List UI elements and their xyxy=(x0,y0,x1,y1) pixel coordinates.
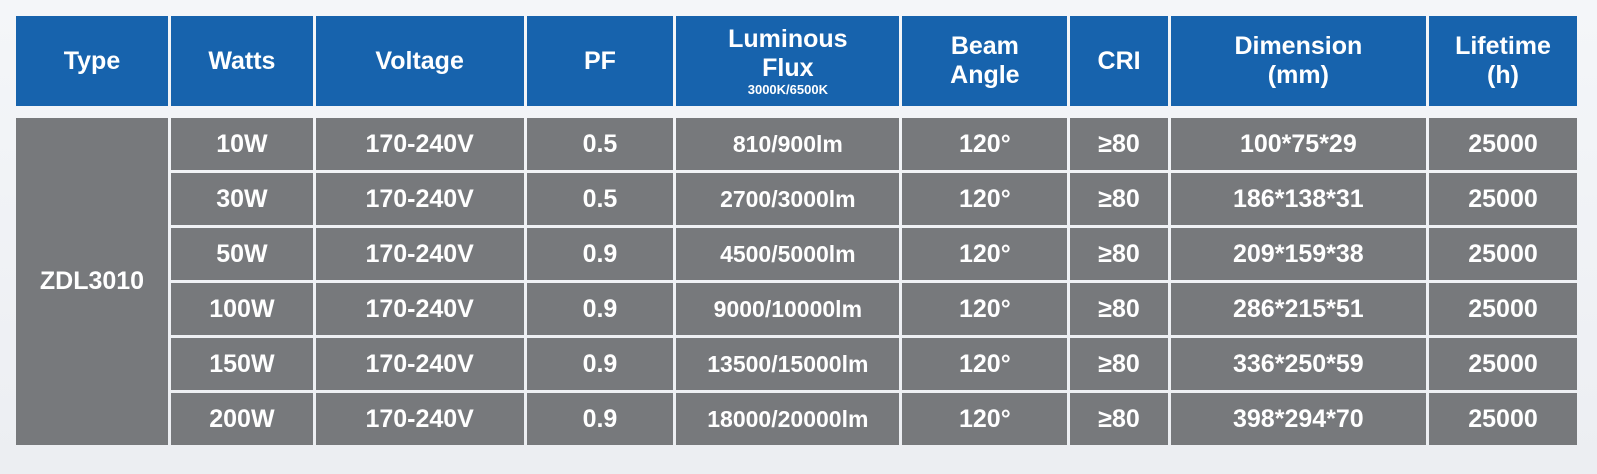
flux-cell: 4500/5000lm xyxy=(676,228,900,280)
header-beam-angle: Beam Angle xyxy=(902,16,1068,106)
pf-cell: 0.9 xyxy=(526,228,674,280)
header-dimension: Dimension (mm) xyxy=(1170,16,1427,106)
watts-cell: 150W xyxy=(170,338,313,390)
beam-cell: 120° xyxy=(902,118,1068,170)
voltage-cell: 170-240V xyxy=(315,283,524,335)
table-row: 30W 170-240V 0.5 2700/3000lm 120° ≥80 18… xyxy=(16,173,1577,225)
cri-cell: ≥80 xyxy=(1070,228,1168,280)
voltage-cell: 170-240V xyxy=(315,393,524,445)
header-type: Type xyxy=(16,16,168,106)
flux-cell: 810/900lm xyxy=(676,118,900,170)
cri-cell: ≥80 xyxy=(1070,393,1168,445)
header-pf: PF xyxy=(526,16,674,106)
cri-cell: ≥80 xyxy=(1070,118,1168,170)
flux-cell: 9000/10000lm xyxy=(676,283,900,335)
header-dim-line2: (mm) xyxy=(1267,61,1329,89)
flux-cell: 18000/20000lm xyxy=(676,393,900,445)
header-voltage: Voltage xyxy=(315,16,524,106)
pf-cell: 0.9 xyxy=(526,393,674,445)
lifetime-cell: 25000 xyxy=(1429,173,1577,225)
beam-cell: 120° xyxy=(902,338,1068,390)
voltage-cell: 170-240V xyxy=(315,338,524,390)
header-life-line1: Lifetime xyxy=(1455,32,1551,61)
dimension-cell: 186*138*31 xyxy=(1170,173,1427,225)
cri-cell: ≥80 xyxy=(1070,173,1168,225)
dimension-cell: 286*215*51 xyxy=(1170,283,1427,335)
dimension-cell: 398*294*70 xyxy=(1170,393,1427,445)
voltage-cell: 170-240V xyxy=(315,118,524,170)
lifetime-cell: 25000 xyxy=(1429,393,1577,445)
voltage-cell: 170-240V xyxy=(315,228,524,280)
header-beam-line2: Angle xyxy=(950,61,1020,89)
watts-cell: 10W xyxy=(170,118,313,170)
pf-cell: 0.9 xyxy=(526,338,674,390)
lifetime-cell: 25000 xyxy=(1429,338,1577,390)
header-flux-sub: 3000K/6500K xyxy=(747,81,828,97)
dimension-cell: 209*159*38 xyxy=(1170,228,1427,280)
table-body: ZDL3010 10W 170-240V 0.5 810/900lm 120° … xyxy=(16,118,1577,445)
lifetime-cell: 25000 xyxy=(1429,283,1577,335)
spec-table-container: Type Watts Voltage PF Luminous Flux 3000… xyxy=(13,13,1580,463)
table-row: ZDL3010 10W 170-240V 0.5 810/900lm 120° … xyxy=(16,118,1577,445)
lifetime-cell: 25000 xyxy=(1429,118,1577,170)
cri-cell: ≥80 xyxy=(1070,338,1168,390)
beam-cell: 120° xyxy=(902,393,1068,445)
dimension-cell: 100*75*29 xyxy=(1170,118,1427,170)
flux-cell: 2700/3000lm xyxy=(676,173,900,225)
header-life-line2: (h) xyxy=(1487,61,1519,89)
header-row: Type Watts Voltage PF Luminous Flux 3000… xyxy=(16,16,1577,106)
watts-cell: 100W xyxy=(170,283,313,335)
flux-cell: 13500/15000lm xyxy=(676,338,900,390)
header-cri: CRI xyxy=(1070,16,1168,106)
beam-cell: 120° xyxy=(902,283,1068,335)
watts-cell: 200W xyxy=(170,393,313,445)
lifetime-cell: 25000 xyxy=(1429,228,1577,280)
header-lifetime: Lifetime (h) xyxy=(1429,16,1577,106)
table-row: 200W 170-240V 0.9 18000/20000lm 120° ≥80… xyxy=(16,393,1577,445)
pf-cell: 0.5 xyxy=(526,173,674,225)
header-luminous-flux: Luminous Flux 3000K/6500K xyxy=(676,16,900,106)
watts-cell: 30W xyxy=(170,173,313,225)
header-beam-line1: Beam xyxy=(950,32,1019,61)
cri-cell: ≥80 xyxy=(1070,283,1168,335)
type-cell: ZDL3010 xyxy=(16,118,168,445)
table-row: 100W 170-240V 0.9 9000/10000lm 120° ≥80 … xyxy=(16,283,1577,335)
header-flux-line2: Flux xyxy=(762,53,814,82)
spec-table: Type Watts Voltage PF Luminous Flux 3000… xyxy=(13,13,1580,448)
header-dim-line1: Dimension xyxy=(1234,32,1363,61)
pf-cell: 0.5 xyxy=(526,118,674,170)
beam-cell: 120° xyxy=(902,228,1068,280)
dimension-cell: 336*250*59 xyxy=(1170,338,1427,390)
header-spacer xyxy=(16,109,1577,115)
table-row: 50W 170-240V 0.9 4500/5000lm 120° ≥80 20… xyxy=(16,228,1577,280)
beam-cell: 120° xyxy=(902,173,1068,225)
watts-cell: 50W xyxy=(170,228,313,280)
header-watts: Watts xyxy=(170,16,313,106)
pf-cell: 0.9 xyxy=(526,283,674,335)
table-row: 150W 170-240V 0.9 13500/15000lm 120° ≥80… xyxy=(16,338,1577,390)
voltage-cell: 170-240V xyxy=(315,173,524,225)
header-flux-line1: Luminous xyxy=(728,25,848,54)
